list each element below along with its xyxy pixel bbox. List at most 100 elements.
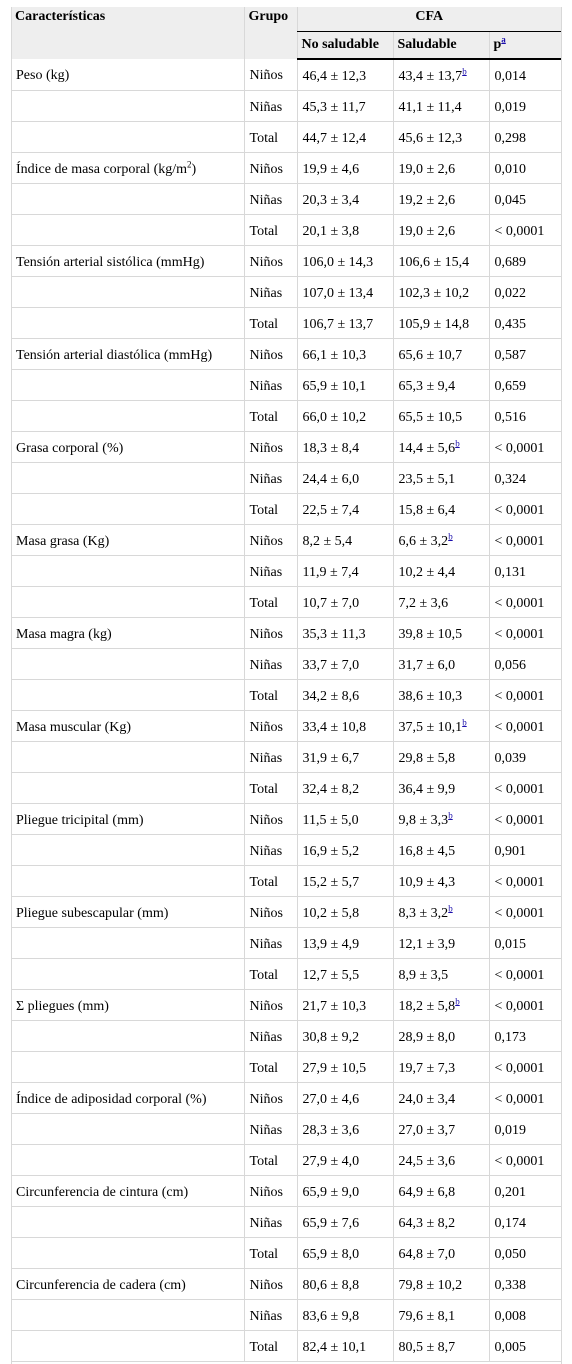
table-row: Total 27,9 ± 10,5 19,7 ± 7,3 < 0,0001 (11, 1051, 561, 1083)
cell-no-saludable: 11,5 ± 5,0 (296, 803, 393, 835)
cell-grupo: Total (243, 958, 297, 990)
cell-grupo: Niños (243, 245, 297, 277)
saludable-value: 106,6 ± 15,4 (398, 254, 470, 270)
cell-grupo: Niños (243, 896, 297, 928)
cell-saludable: 39,8 ± 10,5 (392, 617, 489, 649)
cell-p-value: < 0,0001 (488, 524, 561, 556)
table-row: Tensión arterial diastólica (mmHg) Niños 6… (11, 338, 561, 370)
header-p-label: p (493, 37, 502, 52)
cell-caracteristica: Masa magra (kg) (11, 617, 244, 649)
cell-p-value: < 0,0001 (488, 803, 561, 835)
caracteristica-label: Circunferencia de cintura (cm) (16, 1184, 189, 1200)
cell-grupo: Total (243, 1330, 297, 1362)
cell-saludable: 31,7 ± 6,0 (392, 648, 489, 680)
caracteristica-label: Índice de masa corporal (kg/m (16, 161, 188, 177)
cell-caracteristica: Σ pliegues (mm) (11, 989, 244, 1021)
cell-no-saludable: 34,2 ± 8,6 (296, 679, 393, 711)
header-p: pa (488, 31, 561, 60)
caracteristica-label: Índice de adiposidad corporal (%) (16, 1091, 207, 1107)
cell-p-value: 0,324 (488, 462, 561, 494)
cell-caracteristica: Grasa corporal (%) (11, 431, 244, 463)
saludable-value: 80,5 ± 8,7 (398, 1339, 456, 1355)
cell-saludable: 18,2 ± 5,8b (392, 989, 489, 1021)
cell-no-saludable: 12,7 ± 5,5 (296, 958, 393, 990)
cell-p-value: 0,689 (488, 245, 561, 277)
saludable-value: 79,6 ± 8,1 (398, 1308, 456, 1324)
footnote-link-b[interactable]: b (462, 716, 467, 727)
cell-caracteristica (11, 1020, 244, 1052)
footnote-link-b[interactable]: b (455, 995, 460, 1006)
cell-saludable: 10,9 ± 4,3 (392, 865, 489, 897)
saludable-value: 16,8 ± 4,5 (398, 843, 456, 859)
saludable-value: 29,8 ± 5,8 (398, 750, 456, 766)
cell-no-saludable: 15,2 ± 5,7 (296, 865, 393, 897)
cell-saludable: 37,5 ± 10,1b (392, 710, 489, 742)
cell-grupo: Niños (243, 524, 297, 556)
cell-p-value: 0,587 (488, 338, 561, 370)
cell-grupo: Niños (243, 1268, 297, 1300)
cell-no-saludable: 107,0 ± 13,4 (296, 276, 393, 308)
saludable-value: 9,8 ± 3,3 (398, 812, 449, 828)
cell-p-value: < 0,0001 (488, 1144, 561, 1176)
footnote-link-b[interactable]: b (448, 902, 453, 913)
saludable-value: 64,3 ± 8,2 (398, 1215, 456, 1231)
cell-caracteristica (11, 648, 244, 680)
cell-caracteristica (11, 1051, 244, 1083)
cell-saludable: 106,6 ± 15,4 (392, 245, 489, 277)
cell-caracteristica (11, 1206, 244, 1238)
table-row: Niñas 30,8 ± 9,2 28,9 ± 8,0 0,173 (11, 1020, 561, 1052)
footnote-link-b[interactable]: b (455, 437, 460, 448)
cell-saludable: 24,5 ± 3,6 (392, 1144, 489, 1176)
saludable-value: 19,0 ± 2,6 (398, 161, 456, 177)
table-row: Total 44,7 ± 12,4 45,6 ± 12,3 0,298 (11, 121, 561, 153)
table-row: Niñas 13,9 ± 4,9 12,1 ± 3,9 0,015 (11, 927, 561, 959)
table-row: Total 66,0 ± 10,2 65,5 ± 10,5 0,516 (11, 400, 561, 432)
caracteristica-label: Masa magra (kg) (16, 626, 112, 642)
cell-caracteristica: Tensión arterial diastólica (mmHg) (11, 338, 244, 370)
footnote-link-a[interactable]: a (501, 34, 506, 45)
saludable-value: 45,6 ± 12,3 (398, 130, 463, 146)
cell-no-saludable: 11,9 ± 7,4 (296, 555, 393, 587)
cell-grupo: Total (243, 214, 297, 246)
cell-grupo: Total (243, 1144, 297, 1176)
cell-caracteristica: Índice de masa corporal (kg/m2) (11, 152, 244, 184)
cell-p-value: 0,015 (488, 927, 561, 959)
cell-no-saludable: 10,7 ± 7,0 (296, 586, 393, 618)
cell-saludable: 43,4 ± 13,7b (392, 59, 489, 91)
saludable-value: 23,5 ± 5,1 (398, 471, 456, 487)
cell-caracteristica (11, 865, 244, 897)
cell-p-value: 0,516 (488, 400, 561, 432)
cell-grupo: Total (243, 586, 297, 618)
table-row: Circunferencia de cintura (cm) Niños 65,9 … (11, 1175, 561, 1207)
cell-caracteristica (11, 121, 244, 153)
cell-saludable: 80,5 ± 8,7 (392, 1330, 489, 1362)
cell-no-saludable: 22,5 ± 7,4 (296, 493, 393, 525)
cell-no-saludable: 16,9 ± 5,2 (296, 834, 393, 866)
cell-grupo: Niños (243, 338, 297, 370)
cell-p-value: < 0,0001 (488, 431, 561, 463)
table-row: Niñas 45,3 ± 11,7 41,1 ± 11,4 0,019 (11, 90, 561, 122)
cell-grupo: Niños (243, 617, 297, 649)
cell-caracteristica: Pliegue subescapular (mm) (11, 896, 244, 928)
saludable-value: 6,6 ± 3,2 (398, 533, 449, 549)
cell-caracteristica (11, 90, 244, 122)
cell-grupo: Total (243, 1237, 297, 1269)
cell-p-value: < 0,0001 (488, 1082, 561, 1114)
saludable-value: 105,9 ± 14,8 (398, 316, 470, 332)
cell-p-value: 0,659 (488, 369, 561, 401)
cell-caracteristica (11, 958, 244, 990)
table-row: Índice de masa corporal (kg/m2) Niños 19,9… (11, 152, 561, 184)
table-row: Pliegue subescapular (mm) Niños 10,2 ± 5,8… (11, 896, 561, 928)
footnote-link-b[interactable]: b (448, 809, 453, 820)
cell-caracteristica: Circunferencia de cadera (cm) (11, 1268, 244, 1300)
caracteristica-label: Grasa corporal (%) (16, 440, 124, 456)
cell-no-saludable: 106,0 ± 14,3 (296, 245, 393, 277)
cell-p-value: < 0,0001 (488, 772, 561, 804)
cell-caracteristica: Masa grasa (Kg) (11, 524, 244, 556)
table-row: Peso (kg) Niños 46,4 ± 12,3 43,4 ± 13,7b 0,0… (11, 59, 561, 91)
caracteristica-label: Pliegue subescapular (mm) (16, 905, 169, 921)
footnote-link-b[interactable]: b (462, 66, 467, 77)
footnote-link-b[interactable]: b (448, 530, 453, 541)
saludable-value: 43,4 ± 13,7 (398, 69, 463, 84)
saludable-value: 64,8 ± 7,0 (398, 1246, 456, 1262)
